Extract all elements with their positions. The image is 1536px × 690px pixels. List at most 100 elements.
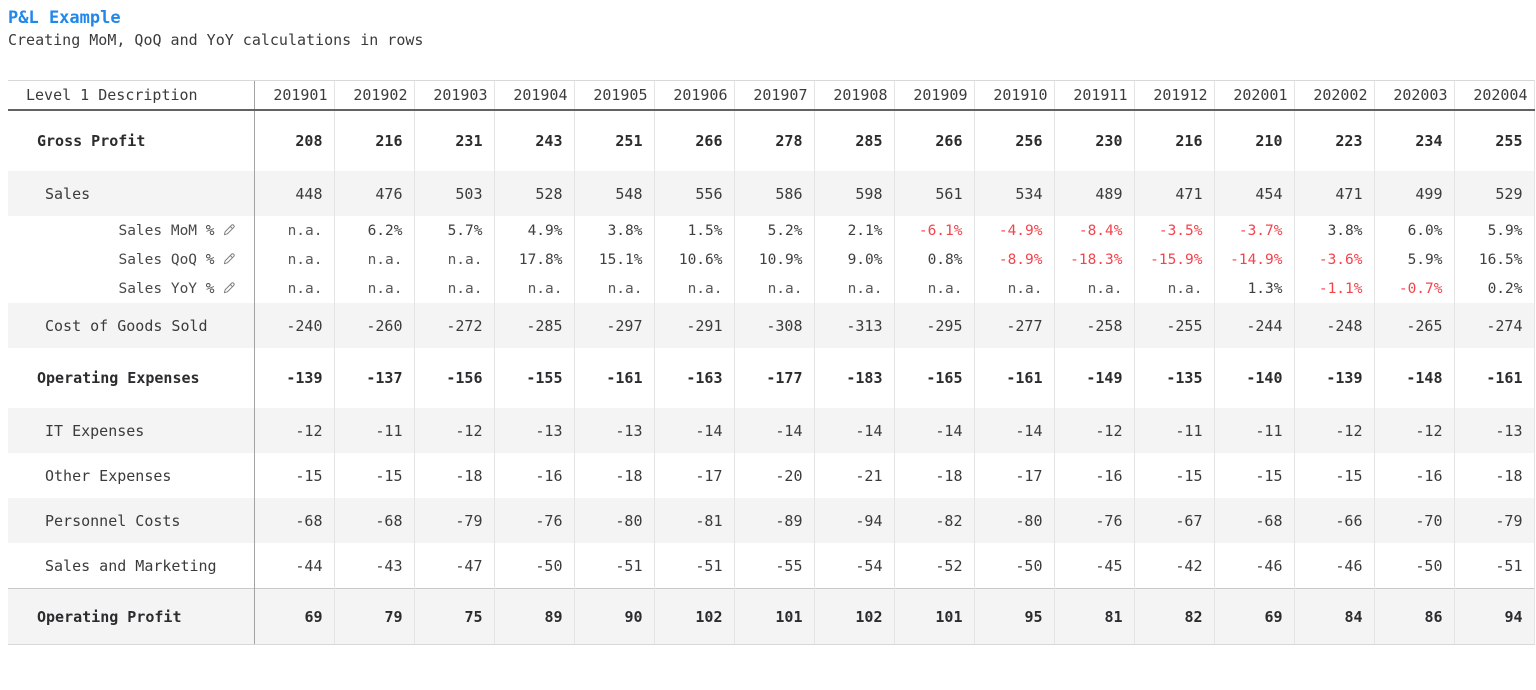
value-cell[interactable]: n.a. (973, 274, 1054, 303)
value-cell[interactable]: 3.8% (1293, 216, 1374, 245)
table-row: Sales and Marketing -44 -43 -47 -50 -51 -51 -55… (8, 543, 1535, 589)
value-cell[interactable]: 5.9% (1453, 216, 1535, 245)
value-cell[interactable]: n.a. (333, 274, 414, 303)
value-cell[interactable]: 5.2% (733, 216, 814, 245)
value-cell[interactable]: -8.4% (1053, 216, 1134, 245)
value-cell[interactable]: -8.9% (973, 245, 1054, 274)
value-cell[interactable]: 9.0% (813, 245, 894, 274)
value-cell[interactable]: 4.9% (493, 216, 574, 245)
value-cell: -139 (1293, 348, 1374, 408)
value-cell: -244 (1213, 303, 1294, 348)
value-cell[interactable]: 5.7% (413, 216, 494, 245)
value-cell: 94 (1453, 588, 1535, 645)
value-cell: 79 (333, 588, 414, 645)
value-cell[interactable]: -6.1% (893, 216, 974, 245)
value-cell[interactable]: 10.6% (653, 245, 734, 274)
value-cell: 208 (253, 110, 334, 171)
value-cell[interactable]: 6.2% (333, 216, 414, 245)
value-cell[interactable]: -3.5% (1133, 216, 1214, 245)
value-cell: -12 (1293, 408, 1374, 453)
row-label: Sales MoM % (8, 216, 254, 245)
value-cell: -248 (1293, 303, 1374, 348)
value-cell: -66 (1293, 498, 1374, 543)
value-cell[interactable]: 5.9% (1373, 245, 1454, 274)
column-header-period: 201902 (333, 80, 414, 111)
value-cell[interactable]: -4.9% (973, 216, 1054, 245)
value-cell: -274 (1453, 303, 1535, 348)
value-cell[interactable]: 2.1% (813, 216, 894, 245)
value-cell: 231 (413, 110, 494, 171)
value-cell[interactable]: n.a. (253, 274, 334, 303)
value-cell: -94 (813, 498, 894, 543)
value-cell[interactable]: -0.7% (1373, 274, 1454, 303)
row-label-text: Sales (45, 184, 91, 203)
value-cell[interactable]: 16.5% (1453, 245, 1535, 274)
value-cell[interactable]: n.a. (253, 216, 334, 245)
value-cell: -14 (653, 408, 734, 453)
value-cell: 230 (1053, 110, 1134, 171)
value-cell[interactable]: 6.0% (1373, 216, 1454, 245)
column-header-period: 202002 (1293, 80, 1374, 111)
value-cell: -11 (1133, 408, 1214, 453)
value-cell: 102 (653, 588, 734, 645)
value-cell: 101 (733, 588, 814, 645)
edit-pencil-icon[interactable] (222, 252, 236, 266)
value-cell: -137 (333, 348, 414, 408)
table-row: Sales MoM % n.a. 6.2% 5.7% 4.9% 3.8% 1.5% 5.2% 2… (8, 216, 1535, 245)
value-cell[interactable]: n.a. (733, 274, 814, 303)
value-cell[interactable]: n.a. (253, 245, 334, 274)
value-cell[interactable]: -3.7% (1213, 216, 1294, 245)
value-cell: -11 (1213, 408, 1294, 453)
column-header-period: 201901 (253, 80, 334, 111)
value-cell[interactable]: 17.8% (493, 245, 574, 274)
value-cell: -13 (1453, 408, 1535, 453)
value-cell[interactable]: n.a. (653, 274, 734, 303)
value-cell[interactable]: -1.1% (1293, 274, 1374, 303)
value-cell: 69 (1213, 588, 1294, 645)
value-cell[interactable]: 15.1% (573, 245, 654, 274)
value-cell: 561 (893, 171, 974, 216)
value-cell[interactable]: n.a. (893, 274, 974, 303)
row-label: Sales and Marketing (8, 543, 254, 589)
table-row: Sales YoY % n.a. n.a. n.a. n.a. n.a. n.a. n.a. n… (8, 274, 1535, 303)
value-cell: -15 (253, 453, 334, 498)
value-cell: 448 (253, 171, 334, 216)
edit-pencil-icon[interactable] (222, 223, 236, 237)
value-cell[interactable]: 1.5% (653, 216, 734, 245)
value-cell: -15 (333, 453, 414, 498)
value-cell: 210 (1213, 110, 1294, 171)
value-cell: -47 (413, 543, 494, 589)
value-cell[interactable]: 10.9% (733, 245, 814, 274)
value-cell[interactable]: -15.9% (1133, 245, 1214, 274)
value-cell[interactable]: n.a. (1053, 274, 1134, 303)
value-cell[interactable]: 0.2% (1453, 274, 1535, 303)
table-row: Gross Profit 208 216 231 243 251 266 278 285 266 2… (8, 110, 1535, 171)
value-cell[interactable]: n.a. (413, 245, 494, 274)
value-cell: -12 (413, 408, 494, 453)
row-label-text: Sales YoY % (118, 280, 215, 297)
edit-pencil-icon[interactable] (222, 281, 236, 295)
value-cell: 102 (813, 588, 894, 645)
value-cell[interactable]: n.a. (413, 274, 494, 303)
table-row: Other Expenses -15 -15 -18 -16 -18 -17 -20 -21 -1… (8, 453, 1535, 498)
value-cell[interactable]: n.a. (333, 245, 414, 274)
value-cell[interactable]: n.a. (813, 274, 894, 303)
value-cell[interactable]: n.a. (573, 274, 654, 303)
value-cell[interactable]: n.a. (493, 274, 574, 303)
value-cell[interactable]: n.a. (1133, 274, 1214, 303)
value-cell[interactable]: 0.8% (893, 245, 974, 274)
value-cell: -76 (493, 498, 574, 543)
value-cell: -272 (413, 303, 494, 348)
value-cell: -18 (893, 453, 974, 498)
value-cell: -155 (493, 348, 574, 408)
value-cell: 84 (1293, 588, 1374, 645)
value-cell[interactable]: 3.8% (573, 216, 654, 245)
value-cell[interactable]: -18.3% (1053, 245, 1134, 274)
row-label-text: Other Expenses (45, 466, 172, 485)
value-cell: -177 (733, 348, 814, 408)
value-cell[interactable]: -3.6% (1293, 245, 1374, 274)
value-cell: 503 (413, 171, 494, 216)
value-cell[interactable]: 1.3% (1213, 274, 1294, 303)
value-cell[interactable]: -14.9% (1213, 245, 1294, 274)
value-cell: -42 (1133, 543, 1214, 589)
